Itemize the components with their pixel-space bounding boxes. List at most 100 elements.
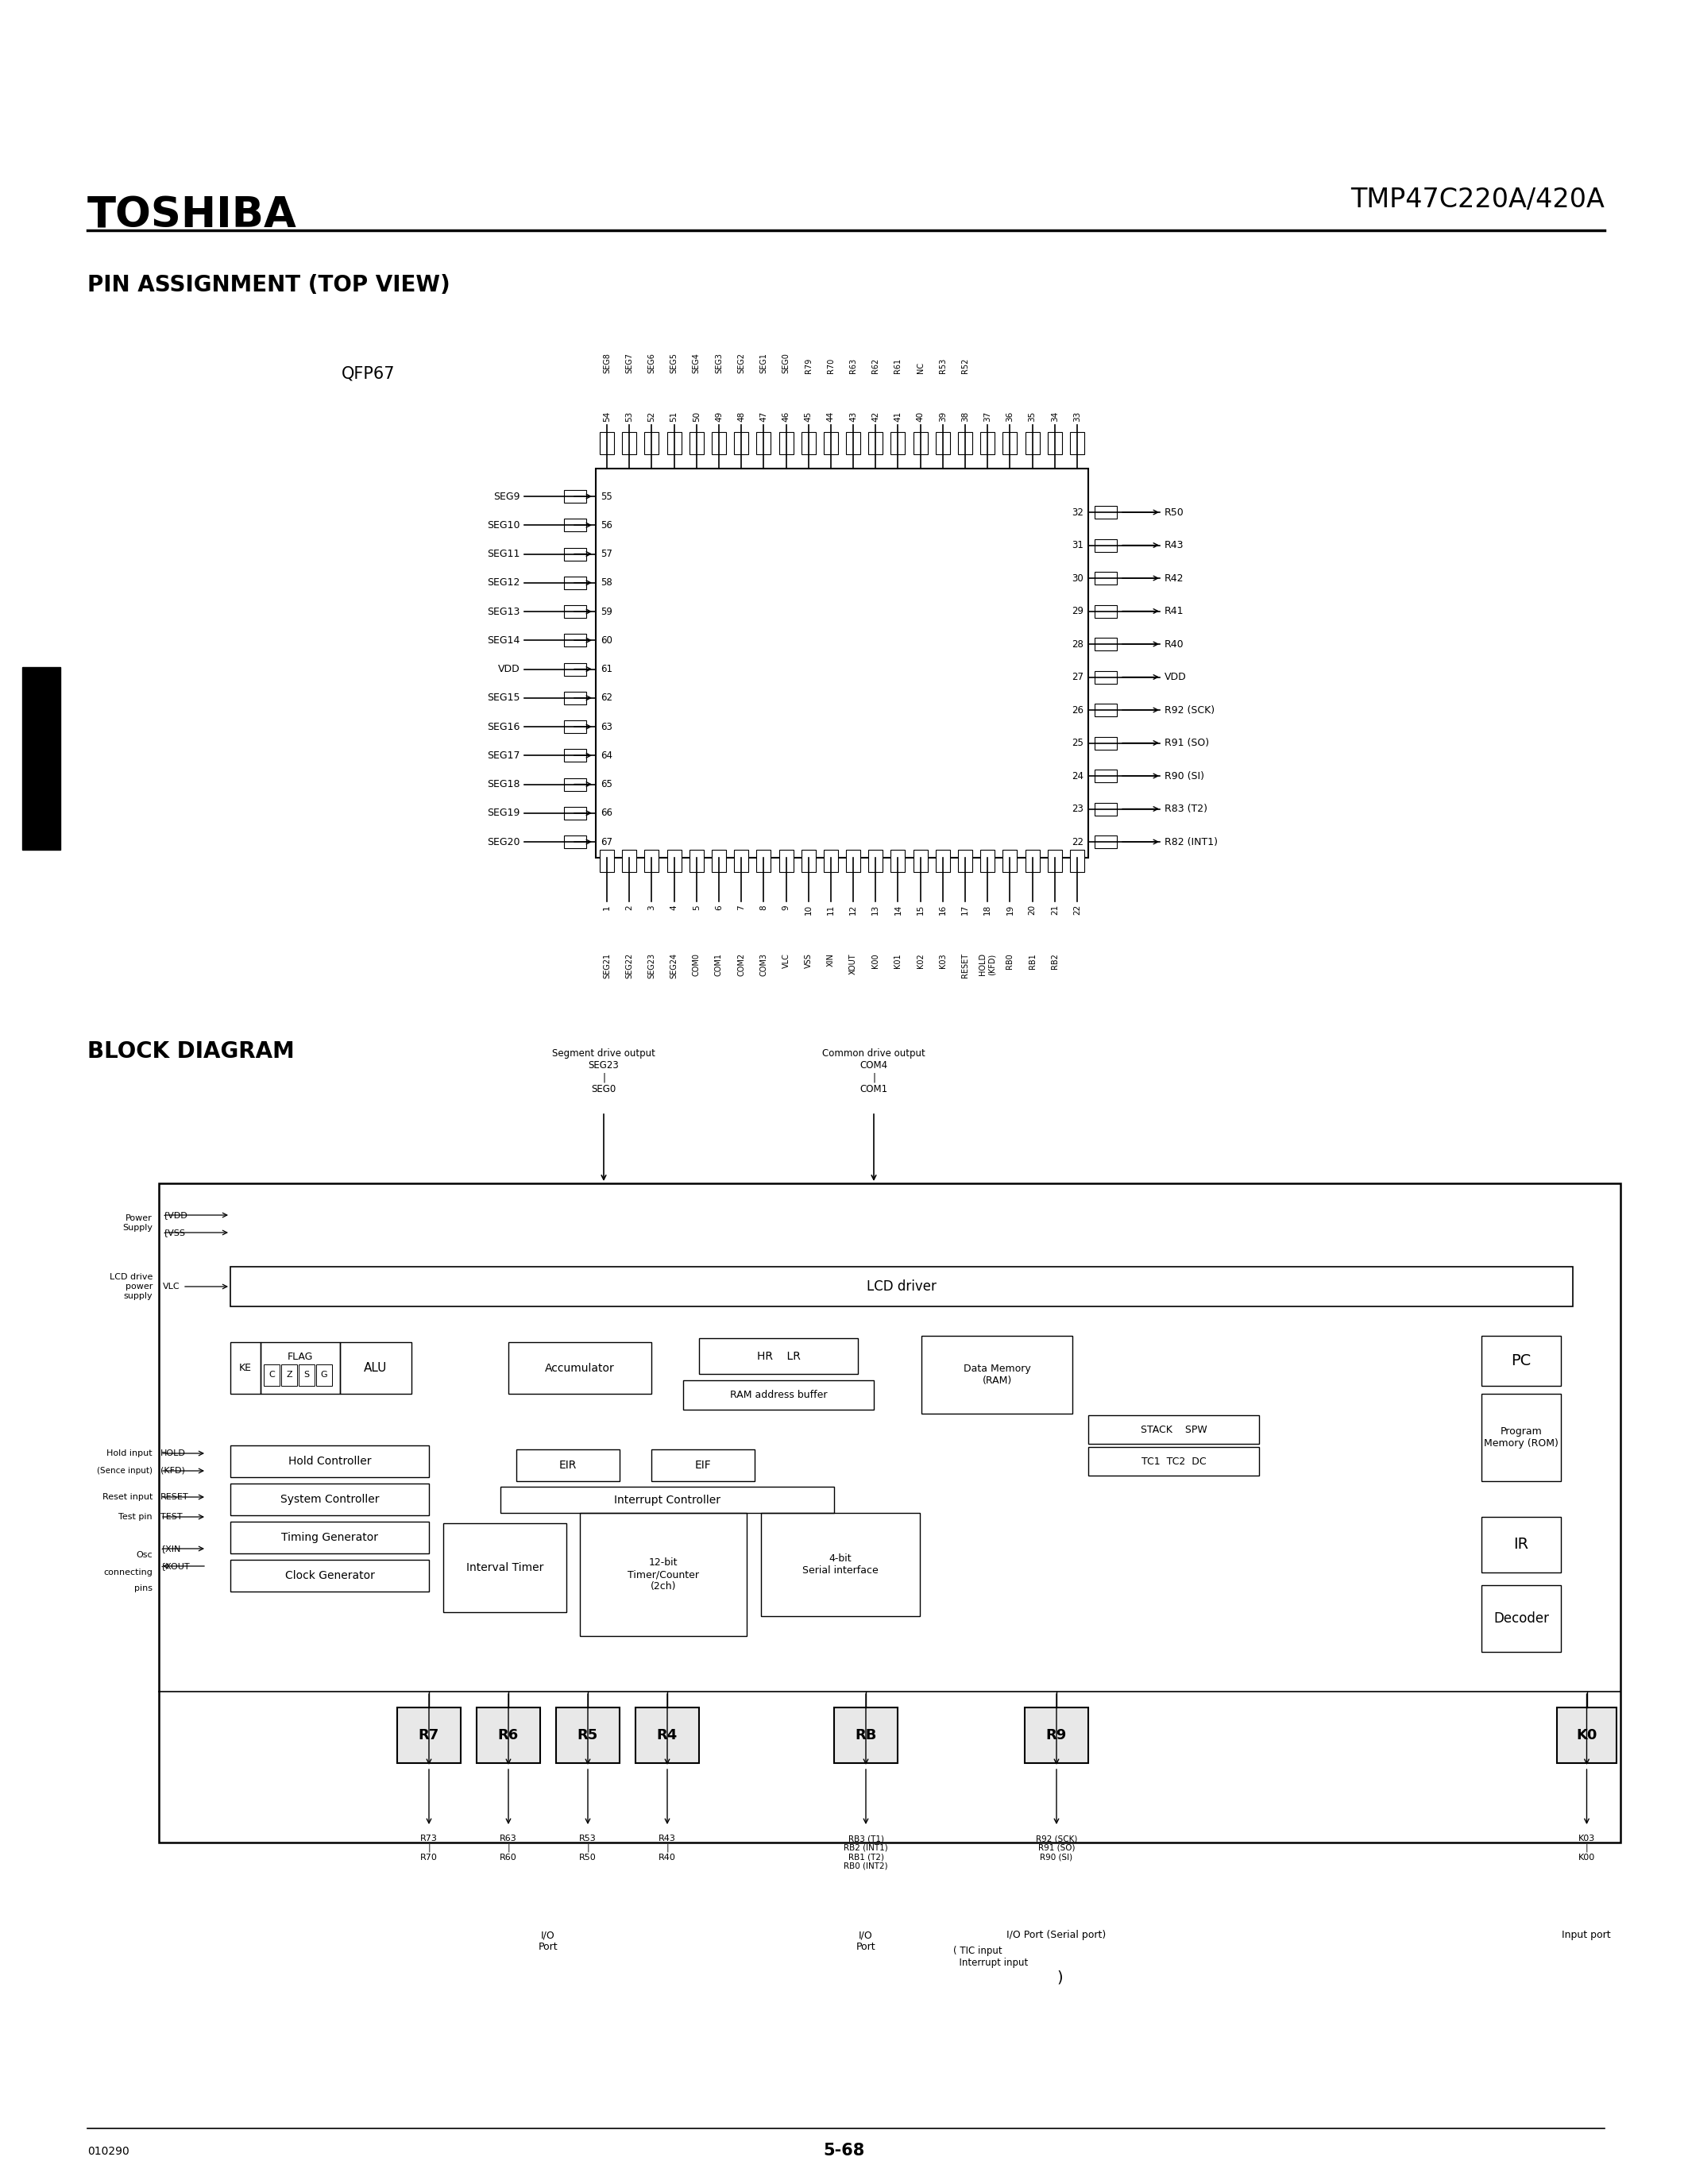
Text: 12-bit
Timer/Counter
(2ch): 12-bit Timer/Counter (2ch) [628, 1557, 699, 1592]
Text: XOUT: XOUT [849, 952, 858, 974]
Bar [778, 850, 793, 871]
Bar [517, 1450, 619, 1481]
Text: {XOUT: {XOUT [160, 1562, 191, 1570]
Text: 17: 17 [960, 904, 969, 915]
Text: R79: R79 [805, 358, 812, 373]
Text: RB0: RB0 [1006, 952, 1014, 970]
Text: 22: 22 [1072, 836, 1084, 847]
Bar [699, 1339, 858, 1374]
Bar [1094, 572, 1117, 585]
Text: LCD driver: LCD driver [866, 1280, 937, 1293]
Text: 21: 21 [1050, 904, 1058, 915]
Bar [263, 1365, 280, 1387]
Text: RB: RB [856, 1728, 876, 1743]
Bar [316, 1365, 333, 1387]
Text: R92 (SCK)
R91 (SO)
R90 (SI): R92 (SCK) R91 (SO) R90 (SI) [1036, 1835, 1077, 1861]
Text: K01: K01 [895, 952, 901, 968]
Text: VSS: VSS [805, 952, 812, 968]
Bar [891, 850, 905, 871]
Bar [564, 489, 586, 502]
Bar [913, 432, 927, 454]
Text: R91 (SO): R91 (SO) [1165, 738, 1209, 749]
Text: 60: 60 [601, 636, 613, 646]
Text: 12: 12 [849, 904, 858, 915]
Text: 10: 10 [805, 904, 812, 915]
Bar [913, 850, 927, 871]
Text: BLOCK DIAGRAM: BLOCK DIAGRAM [88, 1040, 294, 1064]
Text: Osc: Osc [137, 1551, 152, 1559]
Text: R53: R53 [939, 358, 947, 373]
Text: 9: 9 [782, 904, 790, 911]
Bar [802, 850, 815, 871]
Bar [824, 850, 837, 871]
Text: Test pin: Test pin [118, 1514, 152, 1520]
Bar [645, 432, 658, 454]
Text: K03: K03 [939, 952, 947, 968]
Text: TMP47C220A/420A: TMP47C220A/420A [1350, 186, 1605, 212]
Bar [761, 1514, 920, 1616]
Bar [564, 633, 586, 646]
Bar [623, 432, 636, 454]
Bar [339, 1343, 412, 1393]
Text: R41: R41 [1165, 605, 1183, 616]
Bar [564, 721, 586, 734]
Text: Hold input: Hold input [106, 1450, 152, 1457]
Text: K00: K00 [871, 952, 879, 968]
Text: SEG20: SEG20 [488, 836, 520, 847]
Text: QFP67: QFP67 [341, 365, 395, 382]
Bar [1089, 1448, 1259, 1476]
Text: SEG11: SEG11 [488, 548, 520, 559]
Bar [564, 662, 586, 675]
Text: 54: 54 [603, 411, 611, 422]
Text: LCD drive
power
supply: LCD drive power supply [110, 1273, 152, 1299]
Text: 31: 31 [1072, 539, 1084, 550]
Text: 20: 20 [1028, 904, 1036, 915]
Bar [1025, 432, 1040, 454]
Bar [476, 1708, 540, 1762]
Text: R9: R9 [1047, 1728, 1067, 1743]
Text: SEG15: SEG15 [488, 692, 520, 703]
Text: I/O
Port: I/O Port [856, 1931, 876, 1952]
Text: COM0: COM0 [692, 952, 701, 976]
Text: Timing Generator: Timing Generator [282, 1531, 378, 1544]
Bar [500, 1487, 834, 1514]
Bar [935, 850, 950, 871]
Text: R6: R6 [498, 1728, 518, 1743]
Text: I/O
Port: I/O Port [538, 1931, 557, 1952]
Bar [1482, 1518, 1561, 1572]
Bar [1094, 769, 1117, 782]
Text: SEG1: SEG1 [760, 354, 768, 373]
Text: SEG5: SEG5 [670, 352, 679, 373]
Text: Interrupt Controller: Interrupt Controller [614, 1494, 721, 1505]
Text: SEG9: SEG9 [493, 491, 520, 502]
Text: 2: 2 [625, 904, 633, 911]
Bar [564, 778, 586, 791]
Text: Reset input: Reset input [103, 1494, 152, 1500]
Bar [667, 432, 682, 454]
Text: 18: 18 [984, 904, 991, 915]
Text: SEG18: SEG18 [488, 780, 520, 788]
Bar [230, 1559, 429, 1592]
Text: VLC: VLC [782, 952, 790, 968]
Text: 66: 66 [601, 808, 613, 819]
Text: COM3: COM3 [760, 952, 768, 976]
Bar [756, 850, 771, 871]
Text: 51: 51 [670, 411, 679, 422]
Bar [652, 1450, 755, 1481]
Bar [689, 432, 704, 454]
Bar [981, 850, 994, 871]
Text: EIR: EIR [559, 1459, 577, 1470]
Bar [1048, 432, 1062, 454]
Bar [734, 432, 748, 454]
Text: pins: pins [135, 1583, 152, 1592]
Bar [846, 850, 861, 871]
Bar [734, 850, 748, 871]
Text: 58: 58 [601, 577, 613, 587]
Bar [1094, 605, 1117, 618]
Text: S: S [304, 1372, 309, 1378]
Text: 23: 23 [1072, 804, 1084, 815]
Text: Z: Z [287, 1372, 292, 1378]
Text: R83 (T2): R83 (T2) [1165, 804, 1207, 815]
Text: RESET: RESET [160, 1494, 189, 1500]
Bar [444, 1522, 567, 1612]
